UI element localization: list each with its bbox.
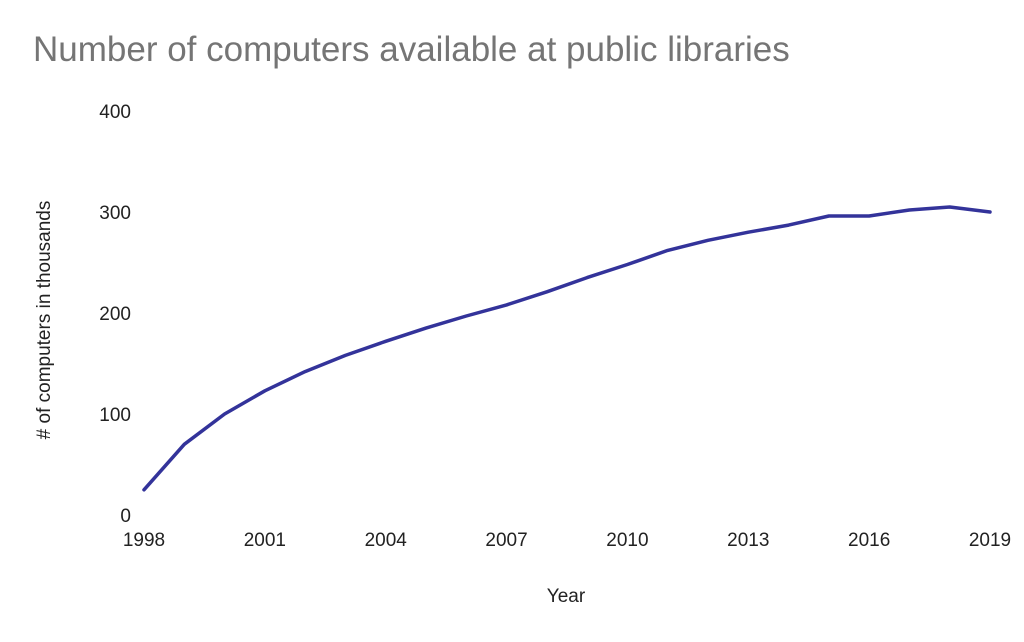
x-tick-label: 2010 [606, 530, 648, 551]
x-tick-label: 1998 [123, 530, 165, 551]
y-axis-ticks: 0 100 200 300 400 [99, 102, 131, 527]
x-tick-label: 2004 [365, 530, 408, 551]
y-tick-label: 0 [120, 506, 131, 527]
x-tick-label: 2016 [848, 530, 890, 551]
x-tick-label: 2013 [727, 530, 769, 551]
x-tick-label: 2007 [485, 530, 527, 551]
y-tick-label: 400 [99, 102, 131, 123]
x-axis-title: Year [547, 586, 586, 607]
chart-title: Number of computers available at public … [33, 30, 790, 69]
y-tick-label: 100 [99, 405, 131, 426]
series-line [142, 205, 992, 492]
y-tick-label: 300 [99, 203, 131, 224]
series-layer [142, 205, 992, 492]
y-axis-title: # of computers in thousands [34, 201, 55, 440]
x-axis-ticks: 1998 2001 2004 2007 2010 2013 2016 2019 [123, 530, 1011, 551]
y-tick-label: 200 [99, 304, 131, 325]
x-tick-label: 2001 [244, 530, 286, 551]
x-tick-label: 2019 [969, 530, 1011, 551]
